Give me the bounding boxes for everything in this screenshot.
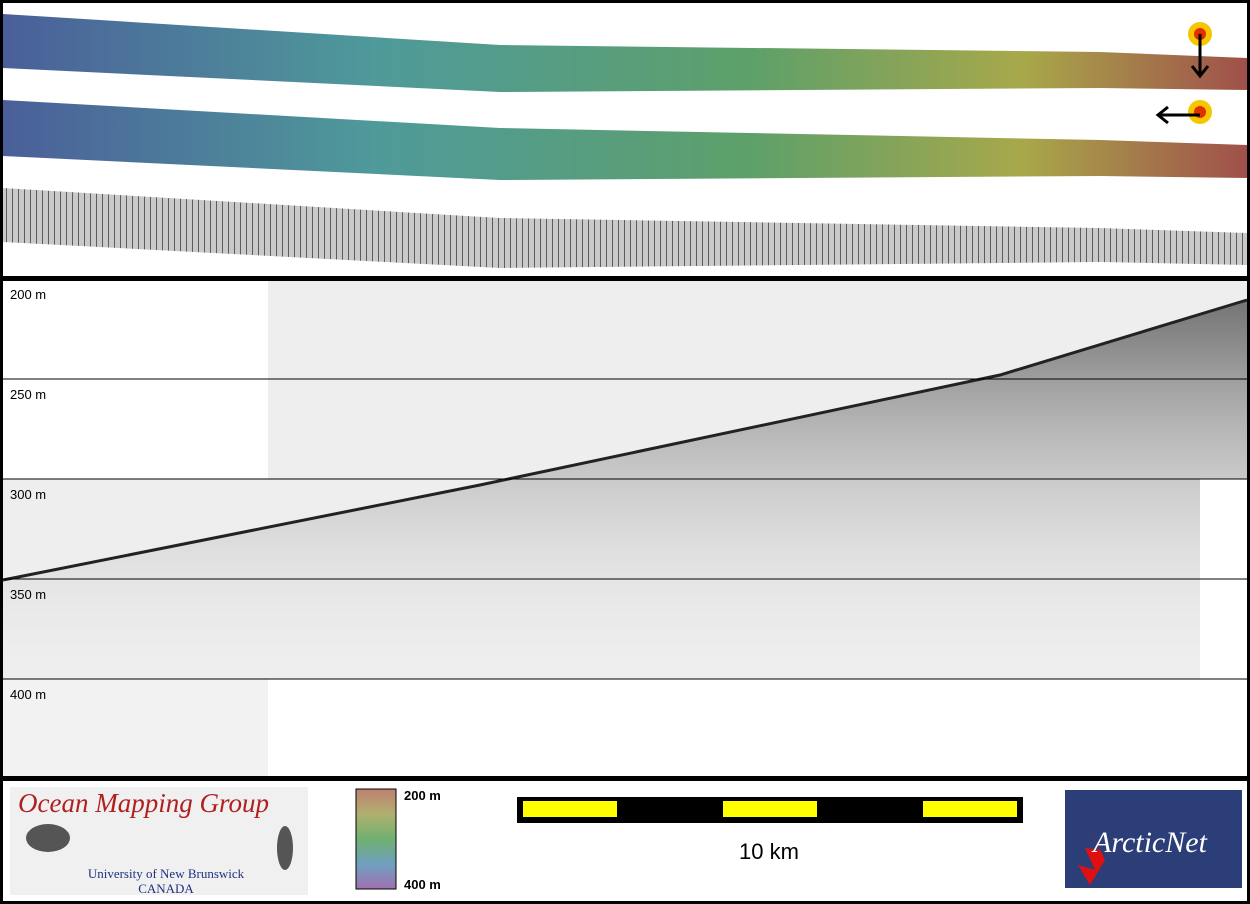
- depth-label: 400 m: [10, 687, 46, 702]
- colorbar-bottom: 400 m: [404, 877, 441, 892]
- depth-label: 200 m: [10, 287, 46, 302]
- seabed-line: [2, 298, 1248, 582]
- colorbar-top: 200 m: [404, 788, 441, 803]
- scalebar: [517, 797, 1023, 823]
- depth-label: 300 m: [10, 487, 46, 502]
- omg-title: Ocean Mapping Group: [18, 788, 269, 818]
- maple-leaf: [1078, 830, 1105, 885]
- seabed-echo: [3, 300, 1247, 679]
- backscatter-swath: [3, 188, 1247, 268]
- arcticnet-title: ArcticNet: [1091, 826, 1208, 859]
- colorbar: [355, 788, 397, 890]
- depth-lines: [3, 378, 1247, 680]
- omg-university: University of New Brunswick: [88, 866, 245, 881]
- sun-east-swath: [3, 100, 1247, 180]
- sun-icons: [1155, 22, 1212, 125]
- logo-graphic: [277, 826, 293, 870]
- scalebar-label: 10 km: [739, 839, 799, 864]
- omg-country: CANADA: [138, 881, 194, 896]
- profile-window: [3, 679, 268, 776]
- depth-label: 250 m: [10, 387, 46, 402]
- logo-graphic: [26, 824, 70, 852]
- depth-label: 350 m: [10, 587, 46, 602]
- sun-north-swath: [3, 14, 1247, 92]
